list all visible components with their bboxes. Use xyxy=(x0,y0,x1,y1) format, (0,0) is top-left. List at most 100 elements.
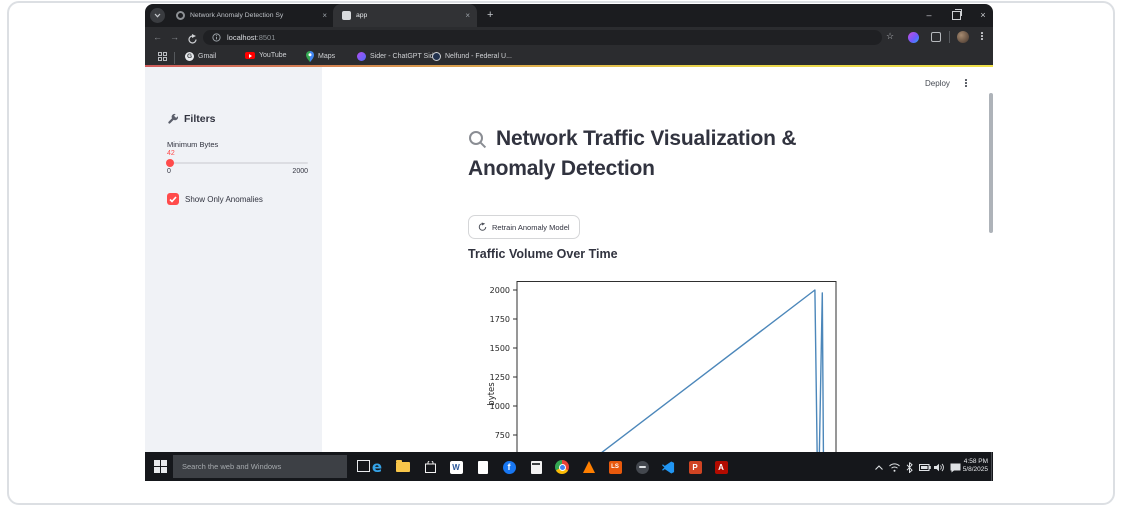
youtube-icon xyxy=(245,52,255,59)
browser-titlebar: Network Anomaly Detection Sy × app × + –… xyxy=(145,4,993,27)
taskbar-search-input[interactable]: Search the web and Windows xyxy=(173,455,347,478)
action-center-icon[interactable] xyxy=(949,462,962,473)
filters-heading-row: Filters xyxy=(167,113,216,125)
battery-icon[interactable] xyxy=(918,462,931,473)
edge-icon[interactable]: e xyxy=(371,458,383,476)
sider-icon xyxy=(357,52,366,61)
close-window-button[interactable]: × xyxy=(980,10,986,20)
extension-icon[interactable] xyxy=(931,32,941,42)
ls-app-icon[interactable]: LS xyxy=(605,459,625,475)
url-port: :8501 xyxy=(256,33,276,42)
close-tab-icon[interactable]: × xyxy=(465,11,470,20)
anomalies-checkbox-label: Show Only Anomalies xyxy=(185,195,263,204)
chrome-icon[interactable] xyxy=(552,459,572,475)
browser-tab-active[interactable]: app × xyxy=(333,4,477,27)
gear-icon xyxy=(176,11,185,20)
close-tab-icon[interactable]: × xyxy=(322,11,327,20)
network-icon[interactable] xyxy=(888,462,901,473)
slider-label: Minimum Bytes xyxy=(167,140,219,149)
back-button[interactable]: ← xyxy=(153,32,162,42)
streamlit-app: Filters Minimum Bytes 42 0 2000 Show Onl… xyxy=(145,67,993,452)
app-menu-icon[interactable] xyxy=(965,79,967,87)
bluetooth-icon[interactable] xyxy=(903,462,916,473)
anomalies-checkbox[interactable] xyxy=(167,193,179,205)
tab-search-button[interactable] xyxy=(150,8,165,23)
acrobat-icon[interactable]: A xyxy=(711,459,731,475)
document-icon[interactable] xyxy=(473,459,493,475)
toolbar-divider xyxy=(949,31,950,43)
browser-toolbar: ← → localhost:8501 ☆ xyxy=(145,27,993,48)
tab-title: app xyxy=(356,12,368,19)
deploy-button[interactable]: Deploy xyxy=(925,79,950,88)
bookmark-maps[interactable]: Maps xyxy=(306,51,335,62)
forward-button[interactable]: → xyxy=(170,32,179,42)
site-info-icon[interactable] xyxy=(212,33,221,42)
new-tab-button[interactable]: + xyxy=(487,9,494,21)
reload-button[interactable] xyxy=(187,32,198,50)
page-scrollbar[interactable] xyxy=(989,93,993,233)
bookmarks-divider xyxy=(174,51,175,64)
bookmark-gmail[interactable]: G Gmail xyxy=(185,52,217,61)
file-explorer-icon[interactable] xyxy=(393,459,413,475)
section-title: Traffic Volume Over Time xyxy=(468,247,618,261)
browser-window: Network Anomaly Detection Sy × app × + –… xyxy=(145,4,993,481)
maps-pin-icon xyxy=(306,51,314,62)
bookmarks-bar: G Gmail YouTube Maps Sider - ChatGPT Sid.… xyxy=(145,48,993,65)
traffic-chart-svg: 750 1000 1250 1500 1750 2000 bytes xyxy=(487,281,837,452)
tab-title: Network Anomaly Detection Sy xyxy=(190,12,284,19)
restore-icon xyxy=(955,9,962,16)
check-icon xyxy=(169,195,177,203)
search-icon xyxy=(469,130,487,148)
bookmark-star-icon[interactable]: ☆ xyxy=(886,31,895,41)
chevron-down-icon xyxy=(154,13,161,18)
facebook-icon[interactable]: f xyxy=(499,459,519,475)
svg-text:750: 750 xyxy=(495,431,510,440)
bookmark-youtube[interactable]: YouTube xyxy=(245,52,287,59)
apps-grid-icon[interactable] xyxy=(158,52,167,61)
streamlit-decoration-bar xyxy=(145,65,993,67)
refresh-icon xyxy=(478,222,487,231)
minimize-button[interactable]: – xyxy=(926,10,932,20)
store-icon[interactable] xyxy=(420,459,440,475)
svg-text:1750: 1750 xyxy=(490,315,510,324)
bookmark-nelfund[interactable]: Nelfund - Federal U... xyxy=(432,52,512,61)
retrain-button[interactable]: Retrain Anomaly Model xyxy=(468,215,580,239)
vscode-icon[interactable] xyxy=(658,459,678,475)
bookmark-sider[interactable]: Sider - ChatGPT Sid... xyxy=(357,52,440,61)
svg-text:1500: 1500 xyxy=(490,344,510,353)
browser-tab-inactive[interactable]: Network Anomaly Detection Sy × xyxy=(170,4,333,27)
sider-extension-icon[interactable] xyxy=(908,32,919,43)
gmail-icon: G xyxy=(185,52,194,61)
slider-value: 42 xyxy=(167,150,175,157)
address-bar[interactable]: localhost:8501 xyxy=(203,30,882,45)
slider-min: 0 xyxy=(167,168,171,175)
streamlit-app-icon xyxy=(342,11,351,20)
traffic-chart: 750 1000 1250 1500 1750 2000 bytes xyxy=(485,281,840,452)
wrench-icon xyxy=(168,113,178,124)
svg-text:1000: 1000 xyxy=(490,402,510,411)
clock-date: 5/8/2025 xyxy=(962,466,988,473)
powerpoint-icon[interactable]: P xyxy=(685,459,705,475)
show-desktop-button[interactable] xyxy=(990,452,992,481)
page-title-line1: Network Traffic Visualization & xyxy=(468,127,797,151)
slider-track[interactable] xyxy=(167,162,308,164)
volume-icon[interactable] xyxy=(933,462,946,473)
browser-app-icon[interactable] xyxy=(632,459,652,475)
globe-icon xyxy=(432,52,441,61)
browser-menu-icon[interactable] xyxy=(981,32,983,40)
page-title-line2: Anomaly Detection xyxy=(468,157,655,180)
profile-avatar[interactable] xyxy=(957,31,969,43)
slider-thumb[interactable] xyxy=(166,159,174,167)
sidebar: Filters Minimum Bytes 42 0 2000 Show Onl… xyxy=(145,67,322,452)
calculator-icon[interactable] xyxy=(526,459,546,475)
slider-max: 2000 xyxy=(292,168,308,175)
reload-icon xyxy=(188,34,197,44)
task-view-icon[interactable] xyxy=(357,460,370,472)
tray-chevron-up-icon[interactable] xyxy=(872,462,885,473)
taskbar-clock[interactable]: 4:58 PM 5/8/2025 xyxy=(959,458,988,474)
word-icon[interactable]: W xyxy=(446,459,466,475)
start-button[interactable] xyxy=(154,460,167,473)
restore-button[interactable] xyxy=(952,9,962,20)
url-host: localhost xyxy=(227,33,257,42)
vlc-icon[interactable] xyxy=(579,459,599,475)
